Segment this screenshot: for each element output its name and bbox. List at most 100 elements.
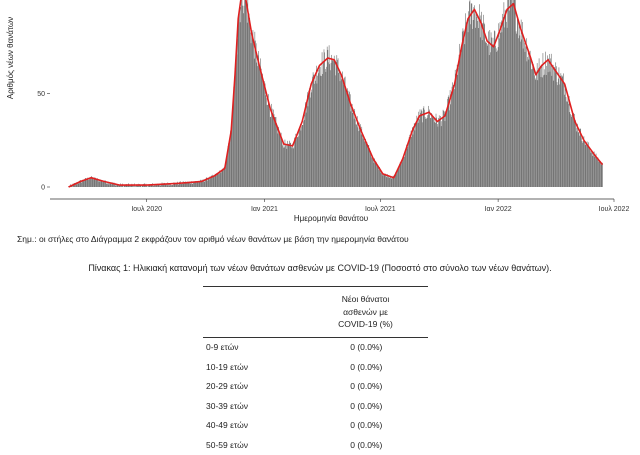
- daily-death-bar: [552, 76, 553, 187]
- daily-death-bar: [489, 30, 490, 187]
- daily-death-bar: [539, 58, 540, 187]
- daily-death-bar: [223, 168, 224, 187]
- daily-death-bar: [461, 49, 462, 187]
- daily-death-bar: [319, 70, 320, 187]
- daily-death-bar: [281, 139, 282, 187]
- daily-death-bar: [478, 28, 479, 187]
- daily-death-bar: [380, 171, 381, 187]
- daily-death-bar: [436, 118, 437, 187]
- daily-death-bar: [324, 52, 325, 187]
- daily-death-bar: [284, 147, 285, 187]
- daily-death-bar: [305, 102, 306, 187]
- daily-death-bar: [404, 157, 405, 187]
- daily-death-bar: [296, 134, 297, 187]
- daily-death-bar: [219, 174, 220, 187]
- daily-death-bar: [466, 22, 467, 187]
- daily-death-bar: [146, 186, 147, 187]
- daily-death-bar: [293, 148, 294, 187]
- daily-death-bar: [221, 173, 222, 187]
- x-tick-label: Ιαν 2021: [251, 206, 278, 213]
- daily-death-bar: [352, 113, 353, 187]
- daily-death-bar: [262, 76, 263, 187]
- daily-death-bar: [292, 148, 293, 187]
- daily-death-bar: [276, 117, 277, 187]
- daily-death-bar: [575, 120, 576, 187]
- daily-death-bar: [396, 174, 397, 187]
- daily-death-bar: [364, 141, 365, 187]
- daily-death-bar: [257, 66, 258, 187]
- daily-death-bar: [272, 114, 273, 187]
- chart-note: Σημ.: οι στήλες στο Διάγραμμα 2 εκφράζου…: [17, 234, 409, 244]
- daily-death-bar: [290, 143, 291, 187]
- daily-death-bar: [586, 142, 587, 187]
- daily-death-bar: [534, 75, 535, 187]
- daily-death-bar: [362, 135, 363, 187]
- daily-death-bar: [550, 58, 551, 187]
- daily-death-bar: [148, 186, 149, 187]
- daily-death-bar: [444, 111, 445, 187]
- daily-death-bar: [111, 184, 112, 187]
- daily-death-bar: [137, 186, 138, 187]
- daily-death-bar: [370, 151, 371, 187]
- daily-death-bar: [602, 163, 603, 187]
- daily-death-bar: [557, 82, 558, 187]
- daily-death-bar: [430, 118, 431, 187]
- daily-death-bar: [180, 184, 181, 187]
- daily-death-bar: [363, 138, 364, 187]
- daily-death-bar: [497, 51, 498, 187]
- daily-death-bar: [274, 114, 275, 187]
- daily-death-bar: [331, 55, 332, 187]
- daily-death-bar: [256, 63, 257, 187]
- daily-death-bar: [177, 182, 178, 187]
- daily-death-bar: [109, 184, 110, 187]
- daily-death-bar: [465, 44, 466, 187]
- daily-death-bar: [347, 88, 348, 187]
- daily-death-bar: [440, 120, 441, 187]
- daily-death-bar: [486, 43, 487, 187]
- daily-death-bar: [434, 122, 435, 187]
- daily-death-bar: [278, 133, 279, 187]
- daily-death-bar: [595, 156, 596, 187]
- daily-death-bar: [251, 43, 252, 187]
- daily-death-bar: [424, 110, 425, 187]
- daily-death-bar: [457, 75, 458, 187]
- deaths-value-cell: 0 (0.0%): [305, 362, 428, 372]
- daily-death-bar: [554, 67, 555, 187]
- daily-death-bar: [366, 143, 367, 187]
- daily-death-bar: [491, 32, 492, 187]
- daily-death-bar: [300, 124, 301, 187]
- daily-death-bar: [280, 136, 281, 187]
- daily-death-bar: [471, 3, 472, 187]
- daily-death-bar: [247, 23, 248, 187]
- daily-death-bar: [459, 44, 460, 187]
- daily-death-bar: [277, 125, 278, 187]
- deaths-value-cell: 0 (0.0%): [305, 342, 428, 352]
- daily-death-bar: [294, 138, 295, 187]
- daily-death-bar: [315, 81, 316, 187]
- daily-death-bar: [506, 22, 507, 187]
- daily-death-bar: [224, 168, 225, 187]
- daily-death-bar: [267, 105, 268, 187]
- daily-death-bar: [432, 114, 433, 187]
- daily-death-bar: [376, 162, 377, 187]
- daily-death-bar: [535, 78, 536, 187]
- daily-death-bar: [176, 184, 177, 187]
- daily-death-bar: [229, 144, 230, 187]
- daily-death-bar: [581, 138, 582, 187]
- daily-death-bar: [172, 185, 173, 187]
- daily-death-bar: [524, 43, 525, 187]
- daily-death-bar: [318, 73, 319, 187]
- daily-death-bar: [483, 15, 484, 187]
- daily-death-bar: [183, 184, 184, 187]
- daily-death-bar: [344, 85, 345, 187]
- daily-death-bar: [537, 63, 538, 187]
- daily-death-bar: [477, 21, 478, 187]
- daily-death-bar: [460, 50, 461, 187]
- daily-death-bar: [377, 165, 378, 187]
- bars-layer: [68, 0, 603, 187]
- daily-death-bar: [215, 176, 216, 187]
- daily-death-bar: [245, 0, 246, 187]
- daily-death-bar: [226, 160, 227, 187]
- daily-death-bar: [488, 44, 489, 187]
- daily-death-bar: [194, 182, 195, 187]
